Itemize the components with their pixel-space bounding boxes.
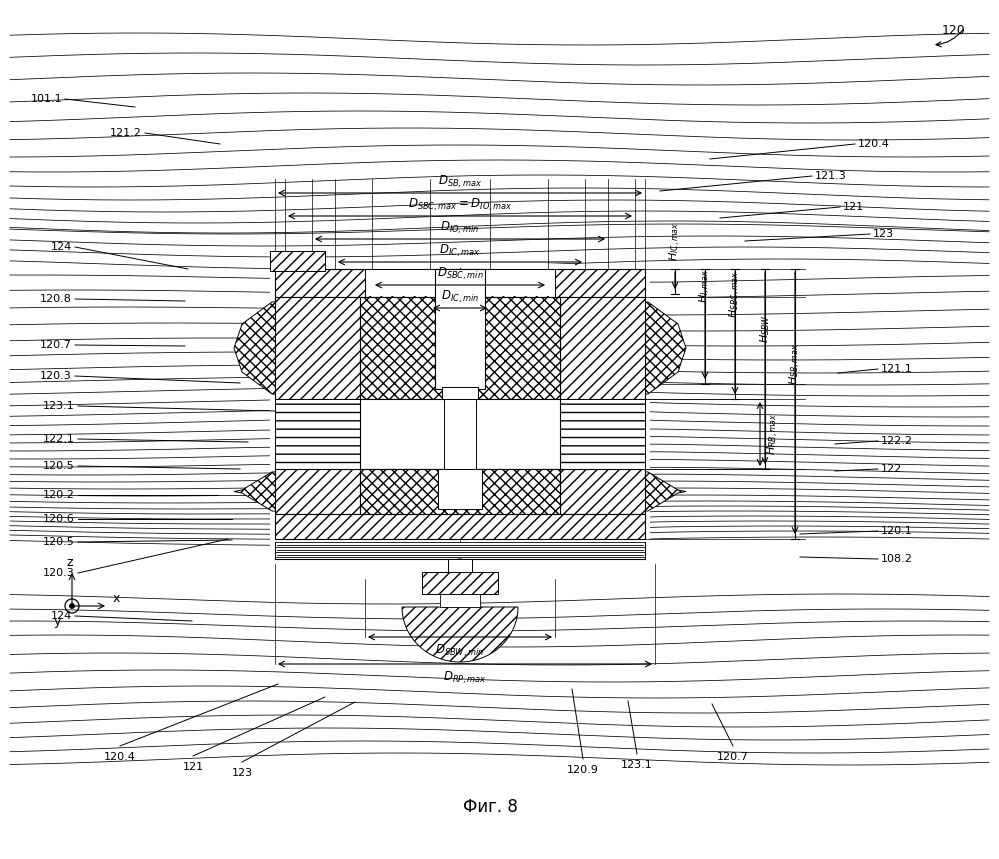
- Bar: [442, 387, 478, 399]
- Text: 121: 121: [843, 202, 864, 212]
- Bar: [275, 469, 360, 514]
- Text: 122.1: 122.1: [43, 434, 75, 444]
- Polygon shape: [560, 469, 686, 514]
- Bar: [275, 297, 360, 399]
- Text: 120.5: 120.5: [43, 537, 75, 547]
- Text: 124: 124: [51, 611, 72, 621]
- Bar: [435, 269, 485, 389]
- Text: $D_{RP,max}$: $D_{RP,max}$: [443, 670, 487, 686]
- Text: 120.4: 120.4: [858, 139, 890, 149]
- Text: 120: 120: [942, 25, 966, 38]
- Text: 120.9: 120.9: [567, 765, 599, 775]
- Text: $D_{IC,max}$: $D_{IC,max}$: [440, 243, 481, 259]
- Polygon shape: [234, 469, 360, 514]
- Bar: [448, 559, 472, 574]
- Circle shape: [70, 604, 74, 608]
- Text: $D_{SBC,max} = D_{IO,max}$: $D_{SBC,max} = D_{IO,max}$: [408, 197, 512, 213]
- Bar: [360, 297, 560, 399]
- Text: 108.2: 108.2: [881, 554, 913, 564]
- Text: $D_{IO,min}$: $D_{IO,min}$: [441, 220, 480, 236]
- Bar: [275, 399, 360, 469]
- Text: $H_{SBW}$: $H_{SBW}$: [758, 314, 772, 344]
- Text: 120.1: 120.1: [881, 526, 913, 536]
- Text: 120.2: 120.2: [43, 490, 75, 500]
- Bar: [560, 399, 645, 469]
- Bar: [275, 514, 645, 539]
- Bar: [276, 542, 644, 558]
- Text: 123.1: 123.1: [621, 760, 653, 770]
- Text: Фиг. 8: Фиг. 8: [463, 798, 517, 816]
- Text: $H_{SB,max}$: $H_{SB,max}$: [787, 344, 802, 385]
- Bar: [560, 297, 645, 399]
- Text: 122.2: 122.2: [881, 436, 913, 446]
- Bar: [270, 251, 325, 271]
- Text: 120.7: 120.7: [717, 752, 749, 762]
- Text: 121.3: 121.3: [815, 171, 847, 181]
- Bar: [365, 270, 555, 296]
- Text: x: x: [112, 593, 120, 606]
- Text: 120.7: 120.7: [40, 340, 72, 350]
- Text: 120.4: 120.4: [104, 752, 136, 762]
- Text: $H_{SBC,max}$: $H_{SBC,max}$: [727, 271, 742, 318]
- Text: $D_{SBC,min}$: $D_{SBC,min}$: [437, 265, 484, 283]
- Text: 121: 121: [183, 762, 204, 772]
- Text: 123: 123: [232, 768, 253, 778]
- Text: 123.1: 123.1: [43, 401, 75, 411]
- Text: 120.6: 120.6: [43, 514, 75, 524]
- Text: $D_{SB,max}$: $D_{SB,max}$: [438, 174, 483, 190]
- Bar: [275, 269, 645, 297]
- Bar: [422, 572, 498, 594]
- Text: z: z: [67, 557, 73, 570]
- Text: y: y: [53, 614, 61, 628]
- Text: 121.2: 121.2: [110, 128, 142, 138]
- Polygon shape: [560, 297, 686, 399]
- Bar: [270, 264, 650, 549]
- Text: 120.3: 120.3: [40, 371, 72, 381]
- Text: 120.5: 120.5: [43, 461, 75, 471]
- Polygon shape: [234, 297, 360, 399]
- Text: $H_{I,max}$: $H_{I,max}$: [697, 270, 712, 303]
- Bar: [360, 469, 560, 514]
- Text: 122: 122: [881, 464, 902, 474]
- Text: 120.8: 120.8: [40, 294, 72, 304]
- Text: 120.3: 120.3: [43, 568, 75, 578]
- Text: 123: 123: [873, 229, 894, 239]
- Bar: [360, 399, 560, 469]
- Text: $D_{SBW,min}$: $D_{SBW,min}$: [436, 643, 485, 659]
- Bar: [560, 469, 645, 514]
- Text: $H_{RB,max}$: $H_{RB,max}$: [765, 413, 780, 455]
- Bar: [440, 594, 480, 607]
- Polygon shape: [402, 607, 518, 662]
- Text: 124: 124: [51, 242, 72, 252]
- Bar: [444, 399, 476, 469]
- Text: 101.1: 101.1: [30, 94, 62, 104]
- Text: 121.1: 121.1: [881, 364, 913, 374]
- Bar: [438, 469, 482, 509]
- Text: $H_{IC,max}$: $H_{IC,max}$: [667, 222, 682, 261]
- Text: $D_{IC,min}$: $D_{IC,min}$: [441, 289, 480, 305]
